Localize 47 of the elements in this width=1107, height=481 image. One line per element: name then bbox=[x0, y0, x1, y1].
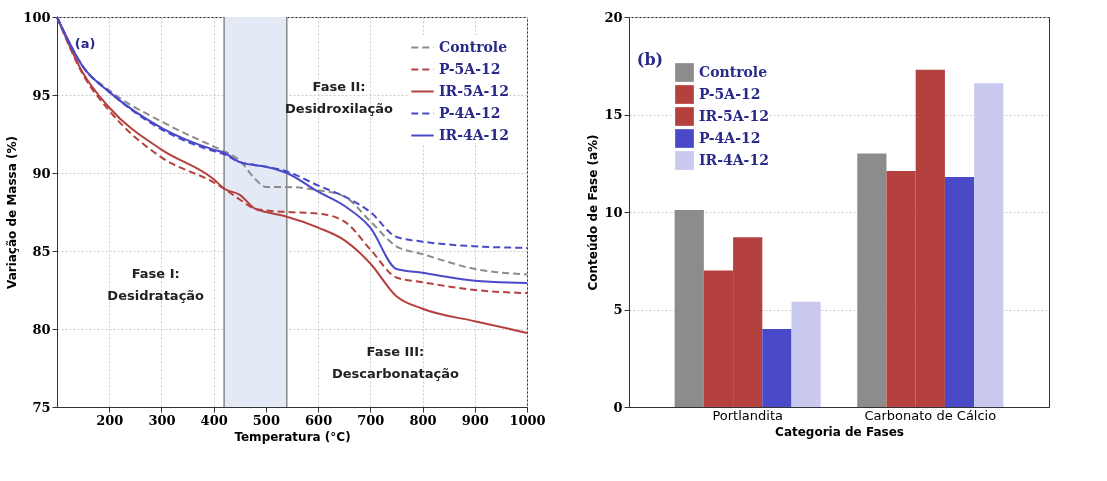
bar bbox=[944, 176, 975, 407]
y-tick-label: 0 bbox=[613, 399, 623, 415]
annotation: Fase I: Desidratação bbox=[107, 266, 205, 304]
y-tick-label: 75 bbox=[32, 399, 51, 415]
x-tick-label: 500 bbox=[252, 412, 280, 428]
y-tick-label: 100 bbox=[23, 9, 51, 25]
y-tick-label: 5 bbox=[613, 302, 623, 317]
x-tick-label: Carbonato de Cálcio bbox=[864, 407, 997, 423]
legend-label: P-4A-12 bbox=[439, 104, 501, 121]
x-tick-label: 900 bbox=[461, 412, 489, 428]
x-tick-label: 400 bbox=[200, 412, 228, 428]
y-tick-label: 80 bbox=[32, 321, 51, 337]
legend-label: IR-4A-12 bbox=[439, 126, 509, 143]
legend-label: Controle bbox=[439, 38, 508, 55]
legend-label: P-4A-12 bbox=[699, 129, 761, 146]
annotation: Fase III: Descarbonatação bbox=[331, 344, 459, 382]
legend-label: IR-5A-12 bbox=[699, 107, 769, 124]
y-axis-title: Conteúdo de Fase (a%) bbox=[586, 134, 601, 291]
x-axis-title: Categoria de Fases bbox=[775, 424, 904, 439]
x-tick-label: Portlandita bbox=[712, 407, 783, 423]
y-tick-label: 95 bbox=[32, 87, 51, 103]
annotation: (b) bbox=[636, 49, 664, 69]
annotation: Fase II: Desidroxilação bbox=[285, 79, 394, 117]
y-axis-title: Variação de Massa (%) bbox=[5, 136, 20, 289]
x-tick-label: 600 bbox=[305, 412, 333, 428]
y-tick-label: 90 bbox=[32, 165, 51, 181]
legend-label: P-5A-12 bbox=[439, 60, 501, 77]
x-axis-title: Temperatura (°C) bbox=[234, 429, 351, 444]
bar bbox=[857, 153, 887, 407]
y-tick-label: 85 bbox=[32, 243, 51, 259]
bar bbox=[974, 83, 1004, 407]
y-tick-label: 20 bbox=[604, 9, 623, 25]
legend-label: IR-5A-12 bbox=[439, 82, 509, 99]
legend-label: P-5A-12 bbox=[699, 85, 761, 102]
x-tick-label: 700 bbox=[357, 412, 385, 428]
x-tick-label: 1000 bbox=[509, 412, 546, 428]
annotation: (a) bbox=[74, 36, 96, 52]
legend-label: Controle bbox=[699, 63, 768, 80]
y-tick-label: 15 bbox=[604, 107, 623, 122]
x-tick-label: 300 bbox=[148, 412, 176, 428]
legend-label: IR-4A-12 bbox=[699, 151, 769, 168]
x-tick-label: 200 bbox=[96, 412, 124, 428]
bar bbox=[674, 210, 704, 407]
bar bbox=[791, 301, 821, 407]
y-tick-label: 10 bbox=[604, 204, 623, 220]
bar bbox=[762, 329, 792, 407]
x-tick-label: 800 bbox=[409, 412, 437, 428]
